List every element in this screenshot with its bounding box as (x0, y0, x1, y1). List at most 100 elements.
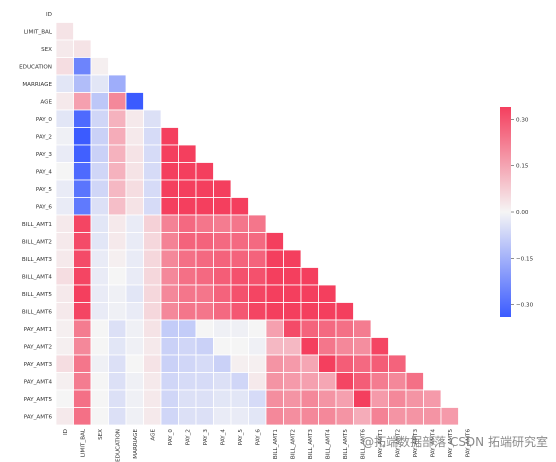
colorbar-gradient (500, 107, 511, 317)
heatmap-cell-PAY_AMT5-BILL_AMT3 (300, 389, 319, 408)
y-tick-label: PAY_3 (36, 152, 53, 158)
y-tick-label: BILL_AMT2 (22, 239, 52, 245)
heatmap-cell-BILL_AMT2-ID (55, 232, 74, 251)
heatmap-cell-PAY_AMT5-BILL_AMT6 (353, 389, 372, 408)
y-tick-label: PAY_AMT1 (24, 327, 53, 333)
heatmap-cell-BILL_AMT4-BILL_AMT2 (283, 267, 302, 286)
heatmap-cell-PAY_AMT4-PAY_5 (230, 372, 249, 391)
heatmap-cell-BILL_AMT3-PAY_3 (195, 249, 214, 268)
heatmap-cell-BILL_AMT5-PAY_4 (213, 284, 232, 303)
heatmap-cell-PAY_AMT5-BILL_AMT2 (283, 389, 302, 408)
heatmap-cell-PAY_AMT2-PAY_4 (213, 337, 232, 356)
heatmap-cell-PAY_AMT2-PAY_AMT1 (370, 337, 389, 356)
heatmap-cell-BILL_AMT6-MARRIAGE (125, 302, 144, 321)
heatmap-cell-PAY_AMT6-PAY_5 (230, 407, 249, 426)
heatmap-cell-PAY_AMT6-BILL_AMT3 (300, 407, 319, 426)
heatmap-cell-PAY_AMT4-BILL_AMT6 (353, 372, 372, 391)
heatmap-cell-BILL_AMT6-PAY_5 (230, 302, 249, 321)
heatmap-cell-PAY_3-SEX (90, 144, 109, 163)
heatmap-cell-AGE-ID (55, 92, 74, 111)
heatmap-cell-PAY_0-EDUCATION (108, 109, 127, 128)
x-tick-label: LIMIT_BAL (80, 428, 86, 457)
y-tick-label: AGE (40, 99, 52, 105)
heatmap-cell-BILL_AMT1-PAY_4 (213, 214, 232, 233)
heatmap-cell-PAY_AMT4-PAY_3 (195, 372, 214, 391)
heatmap-cell-PAY_AMT5-PAY_2 (178, 389, 197, 408)
heatmap-cell-BILL_AMT5-PAY_0 (160, 284, 179, 303)
heatmap-cell-BILL_AMT4-PAY_4 (213, 267, 232, 286)
heatmap-cell-BILL_AMT6-AGE (143, 302, 162, 321)
heatmap-cell-PAY_AMT3-BILL_AMT5 (335, 354, 354, 373)
x-tick-label: PAY_AMT4 (430, 429, 436, 458)
heatmap-cell-PAY_AMT5-SEX (90, 389, 109, 408)
watermark-mark: @拓端数据部落 (362, 435, 447, 449)
heatmap-cell-PAY_AMT2-BILL_AMT5 (335, 337, 354, 356)
heatmap-cell-BILL_AMT2-PAY_4 (213, 232, 232, 251)
heatmap-cell-PAY_4-SEX (90, 162, 109, 181)
heatmap-cell-PAY_6-AGE (143, 197, 162, 216)
heatmap-cell-BILL_AMT6-SEX (90, 302, 109, 321)
x-tick-label: PAY_AMT1 (378, 429, 384, 458)
heatmap-cell-PAY_2-EDUCATION (108, 127, 127, 146)
heatmap-cell-BILL_AMT3-SEX (90, 249, 109, 268)
y-tick-label: EDUCATION (19, 64, 52, 70)
heatmap-cell-PAY_AMT6-PAY_6 (248, 407, 267, 426)
heatmap-cell-PAY_3-PAY_2 (178, 144, 197, 163)
heatmap-cell-PAY_AMT2-PAY_2 (178, 337, 197, 356)
heatmap-cell-PAY_AMT6-MARRIAGE (125, 407, 144, 426)
heatmap-cell-PAY_AMT6-BILL_AMT6 (353, 407, 372, 426)
heatmap-cell-PAY_6-PAY_0 (160, 197, 179, 216)
heatmap-cell-PAY_AMT2-EDUCATION (108, 337, 127, 356)
heatmap-cell-BILL_AMT2-PAY_5 (230, 232, 249, 251)
x-tick-label: BILL_AMT4 (325, 429, 331, 460)
heatmap-cell-PAY_AMT1-BILL_AMT5 (335, 319, 354, 338)
heatmap-cell-PAY_AMT5-BILL_AMT5 (335, 389, 354, 408)
heatmap-cell-BILL_AMT1-ID (55, 214, 74, 233)
heatmap-cell-PAY_AMT1-SEX (90, 319, 109, 338)
heatmap-cell-PAY_AMT5-PAY_0 (160, 389, 179, 408)
heatmap-cell-BILL_AMT6-PAY_2 (178, 302, 197, 321)
heatmap-cell-BILL_AMT3-BILL_AMT2 (283, 249, 302, 268)
colorbar-tick-label: −0.15 (516, 256, 534, 262)
heatmap-cell-PAY_6-EDUCATION (108, 197, 127, 216)
heatmap-cell-BILL_AMT2-MARRIAGE (125, 232, 144, 251)
heatmap-cell-PAY_AMT3-MARRIAGE (125, 354, 144, 373)
x-tick-label: PAY_5 (238, 429, 244, 446)
heatmap-cell-BILL_AMT3-PAY_5 (230, 249, 249, 268)
heatmap-cell-BILL_AMT5-PAY_6 (248, 284, 267, 303)
heatmap-cell-PAY_AMT5-PAY_AMT4 (423, 389, 442, 408)
heatmap-cell-PAY_AMT2-LIMIT_BAL (73, 337, 92, 356)
heatmap-cell-PAY_6-SEX (90, 197, 109, 216)
heatmap-cell-BILL_AMT1-PAY_2 (178, 214, 197, 233)
heatmap-cell-PAY_AMT5-MARRIAGE (125, 389, 144, 408)
heatmap-cell-PAY_2-SEX (90, 127, 109, 146)
heatmap-cell-MARRIAGE-EDUCATION (108, 74, 127, 93)
heatmap-cell-EDUCATION-ID (55, 57, 74, 76)
x-tick-label: BILL_AMT2 (290, 429, 296, 459)
colorbar-tick-label: 0.30 (516, 117, 529, 123)
heatmap-cell-PAY_AMT1-ID (55, 319, 74, 338)
heatmap-cell-BILL_AMT4-PAY_2 (178, 267, 197, 286)
heatmap-cell-BILL_AMT4-BILL_AMT3 (300, 267, 319, 286)
heatmap-cell-PAY_AMT1-PAY_2 (178, 319, 197, 338)
y-tick-label: PAY_0 (36, 117, 53, 123)
heatmap-cell-BILL_AMT5-AGE (143, 284, 162, 303)
heatmap-cell-PAY_2-PAY_0 (160, 127, 179, 146)
heatmap-cell-PAY_AMT6-ID (55, 407, 74, 426)
heatmap-cell-AGE-MARRIAGE (125, 92, 144, 111)
heatmap-cell-BILL_AMT4-EDUCATION (108, 267, 127, 286)
heatmap-cell-BILL_AMT4-ID (55, 267, 74, 286)
colorbar-tick-label: 0.00 (516, 210, 529, 216)
x-tick-label: BILL_AMT6 (360, 429, 366, 460)
heatmap-cell-BILL_AMT2-PAY_0 (160, 232, 179, 251)
heatmap-cell-AGE-EDUCATION (108, 92, 127, 111)
heatmap-cell-PAY_AMT3-BILL_AMT6 (353, 354, 372, 373)
heatmap-cell-PAY_AMT3-PAY_6 (248, 354, 267, 373)
heatmap-cell-PAY_AMT2-BILL_AMT3 (300, 337, 319, 356)
heatmap-cell-PAY_AMT4-PAY_2 (178, 372, 197, 391)
colorbar-tick-label: 0.15 (516, 164, 529, 170)
x-tick-label: EDUCATION (115, 429, 121, 462)
heatmap-cell-BILL_AMT5-PAY_5 (230, 284, 249, 303)
heatmap-cell-PAY_AMT5-PAY_3 (195, 389, 214, 408)
heatmap-cell-PAY_AMT5-PAY_AMT3 (405, 389, 424, 408)
